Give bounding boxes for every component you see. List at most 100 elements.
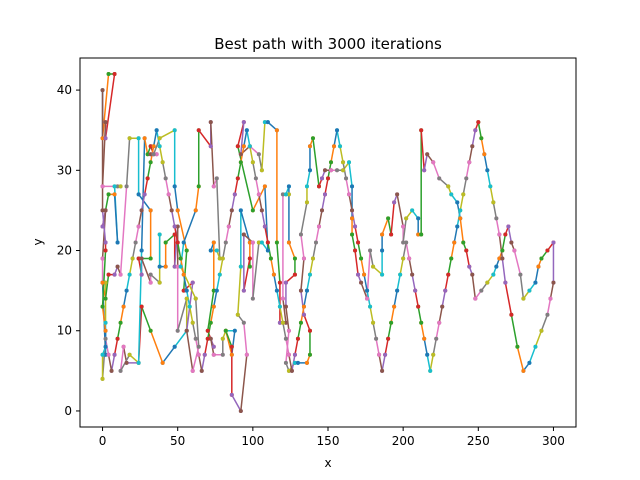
path-point bbox=[118, 320, 123, 325]
path-point bbox=[106, 192, 111, 197]
path-point bbox=[338, 144, 343, 149]
path-segment bbox=[420, 321, 425, 340]
path-segment bbox=[243, 257, 251, 292]
path-point bbox=[136, 136, 141, 141]
path-point bbox=[223, 240, 228, 245]
path-point bbox=[307, 328, 312, 333]
path-segment bbox=[197, 129, 212, 147]
path-point bbox=[208, 248, 213, 253]
path-point bbox=[319, 176, 324, 181]
path-point bbox=[211, 344, 216, 349]
path-segment bbox=[399, 257, 404, 276]
path-point bbox=[262, 224, 267, 229]
path-point bbox=[244, 352, 249, 357]
path-point bbox=[133, 240, 138, 245]
path-segment bbox=[477, 121, 483, 139]
path-point bbox=[136, 192, 141, 197]
path-point bbox=[329, 160, 334, 165]
path-point bbox=[256, 152, 261, 157]
path-point bbox=[193, 296, 198, 301]
path-point bbox=[551, 280, 556, 285]
path-segment bbox=[549, 281, 555, 300]
path-point bbox=[232, 328, 237, 333]
plot-frame bbox=[79, 57, 577, 428]
path-point bbox=[419, 232, 424, 237]
path-point bbox=[211, 184, 216, 189]
path-point bbox=[190, 320, 195, 325]
path-point bbox=[196, 344, 201, 349]
y-axis-label: y bbox=[31, 238, 45, 245]
path-point bbox=[112, 192, 117, 197]
path-point bbox=[238, 160, 243, 165]
path-segment bbox=[264, 225, 269, 244]
path-point bbox=[274, 128, 279, 133]
path-segment bbox=[249, 145, 260, 156]
path-point bbox=[250, 240, 255, 245]
path-segment bbox=[390, 201, 395, 236]
y-tick-label: 30 bbox=[57, 163, 72, 177]
path-point bbox=[416, 304, 421, 309]
path-point bbox=[100, 88, 105, 93]
path-point bbox=[175, 328, 180, 333]
x-tick-label: 150 bbox=[317, 434, 340, 448]
path-segment bbox=[213, 289, 218, 308]
path-segment bbox=[125, 137, 131, 188]
path-point bbox=[103, 280, 108, 285]
path-segment bbox=[282, 297, 287, 324]
path-segment bbox=[288, 354, 293, 372]
path-point bbox=[407, 256, 412, 261]
path-point bbox=[545, 248, 550, 253]
path-point bbox=[392, 200, 397, 205]
path-point bbox=[166, 192, 171, 197]
path-point bbox=[118, 272, 123, 277]
path-point bbox=[214, 288, 219, 293]
path-point bbox=[163, 176, 168, 181]
path-point bbox=[425, 352, 430, 357]
path-point bbox=[163, 240, 168, 245]
path-segment bbox=[134, 225, 140, 244]
path-segment bbox=[519, 273, 525, 300]
path-point bbox=[419, 320, 424, 325]
path-segment bbox=[297, 321, 302, 340]
path-point bbox=[413, 288, 418, 293]
path-point bbox=[178, 256, 183, 261]
path-point bbox=[350, 232, 355, 237]
path-point bbox=[241, 288, 246, 293]
path-point bbox=[301, 256, 306, 261]
path-point bbox=[265, 120, 270, 125]
path-segment bbox=[252, 241, 260, 300]
path-point bbox=[310, 256, 315, 261]
path-segment bbox=[300, 201, 308, 236]
path-points bbox=[100, 72, 556, 413]
path-segment bbox=[405, 241, 410, 260]
path-point bbox=[521, 296, 526, 301]
path-segment bbox=[378, 354, 383, 372]
path-point bbox=[482, 152, 487, 157]
path-point bbox=[449, 256, 454, 261]
path-point bbox=[103, 336, 108, 341]
path-point bbox=[446, 184, 451, 189]
path-point bbox=[172, 344, 177, 349]
path-point bbox=[548, 296, 553, 301]
path-segment bbox=[420, 129, 425, 172]
path-point bbox=[509, 312, 514, 317]
path-point bbox=[229, 352, 234, 357]
path-point bbox=[332, 144, 337, 149]
path-point bbox=[148, 272, 153, 277]
path-point bbox=[283, 360, 288, 365]
path-point bbox=[238, 152, 243, 157]
path-point bbox=[157, 280, 162, 285]
path-point bbox=[214, 248, 219, 253]
path-point bbox=[100, 304, 105, 309]
path-segment bbox=[161, 346, 176, 364]
path-point bbox=[295, 360, 300, 365]
path-point bbox=[304, 200, 309, 205]
path-segment bbox=[104, 273, 110, 300]
path-point bbox=[148, 208, 153, 213]
path-segment bbox=[216, 177, 221, 260]
path-point bbox=[497, 232, 502, 237]
path-point bbox=[247, 264, 252, 269]
path-point bbox=[374, 336, 379, 341]
path-segment bbox=[167, 193, 173, 212]
path-segment bbox=[540, 313, 549, 332]
